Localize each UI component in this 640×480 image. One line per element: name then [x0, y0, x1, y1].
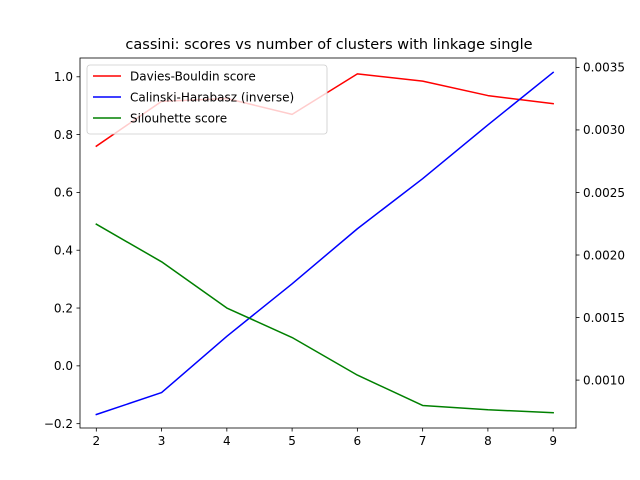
y-right-tick-label: 0.0030 [583, 123, 625, 137]
series-line-2 [95, 223, 554, 414]
legend-box [86, 64, 328, 135]
series-line-1 [95, 71, 555, 416]
y-tick-label: 0.0 [54, 359, 73, 373]
x-tick-label: 4 [223, 434, 231, 448]
x-tick-label: 3 [158, 434, 166, 448]
legend-label-1: Calinski-Harabasz (inverse) [130, 90, 294, 104]
x-tick-label: 7 [419, 434, 427, 448]
y-tick-label: 0.6 [54, 186, 73, 200]
legend-label-2: Silouhette score [130, 111, 227, 125]
y-right-tick-label: 0.0010 [583, 373, 625, 387]
x-tick-label: 9 [549, 434, 557, 448]
x-tick-label: 2 [92, 434, 100, 448]
legend: Davies-Bouldin score Calinski-Harabasz (i… [86, 64, 328, 135]
y-tick-label: −0.2 [44, 417, 73, 431]
y-tick-label: 1.0 [54, 70, 73, 84]
y-right-tick-label: 0.0025 [583, 186, 625, 200]
y-tick-label: 0.2 [54, 301, 73, 315]
axes-frame [79, 57, 577, 429]
y-right-tick-label: 0.0035 [583, 61, 625, 75]
x-tick-label: 6 [354, 434, 362, 448]
x-tick-label: 8 [484, 434, 492, 448]
legend-label-0: Davies-Bouldin score [130, 69, 256, 83]
y-tick-label: 0.4 [54, 244, 73, 258]
chart-title: cassini: scores vs number of clusters wi… [125, 37, 532, 53]
y-right-tick-label: 0.0015 [583, 311, 625, 325]
x-tick-label: 5 [288, 434, 296, 448]
axes: 2 3 4 5 6 7 8 9 −0.2 0.0 0.2 0.4 0.6 0.8 1.0 0.0010 0.00… [44, 57, 625, 448]
y-tick-label: 0.8 [54, 128, 73, 142]
y-right-tick-label: 0.0020 [583, 248, 625, 262]
